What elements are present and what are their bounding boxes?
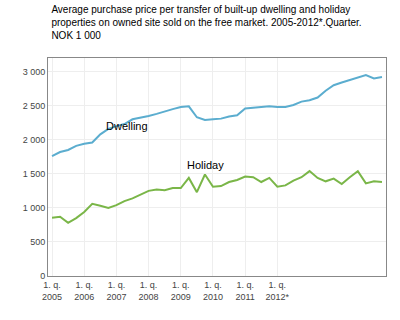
svg-text:1. q.2010: 1. q.2010 <box>203 280 223 302</box>
svg-text:Holiday: Holiday <box>187 159 224 171</box>
svg-text:1. q.2006: 1. q.2006 <box>74 280 94 302</box>
svg-text:Average purchase price per tra: Average purchase price per transfer of b… <box>51 4 361 41</box>
svg-text:2 500: 2 500 <box>23 101 46 111</box>
svg-text:1. q.2005: 1. q.2005 <box>42 280 62 302</box>
svg-text:3 000: 3 000 <box>23 67 46 77</box>
svg-text:1 000: 1 000 <box>23 203 46 213</box>
svg-text:0: 0 <box>40 271 45 281</box>
svg-text:1 500: 1 500 <box>23 169 46 179</box>
svg-text:1. q.2007: 1. q.2007 <box>106 280 126 302</box>
svg-text:1. q.2009: 1. q.2009 <box>171 280 191 302</box>
svg-text:Dwelling: Dwelling <box>106 120 148 132</box>
svg-text:1. q.2012*: 1. q.2012* <box>266 280 290 302</box>
svg-text:2 000: 2 000 <box>23 135 46 145</box>
svg-text:1. q.2008: 1. q.2008 <box>139 280 159 302</box>
svg-text:500: 500 <box>30 237 45 247</box>
svg-text:1. q.2011: 1. q.2011 <box>235 280 254 302</box>
